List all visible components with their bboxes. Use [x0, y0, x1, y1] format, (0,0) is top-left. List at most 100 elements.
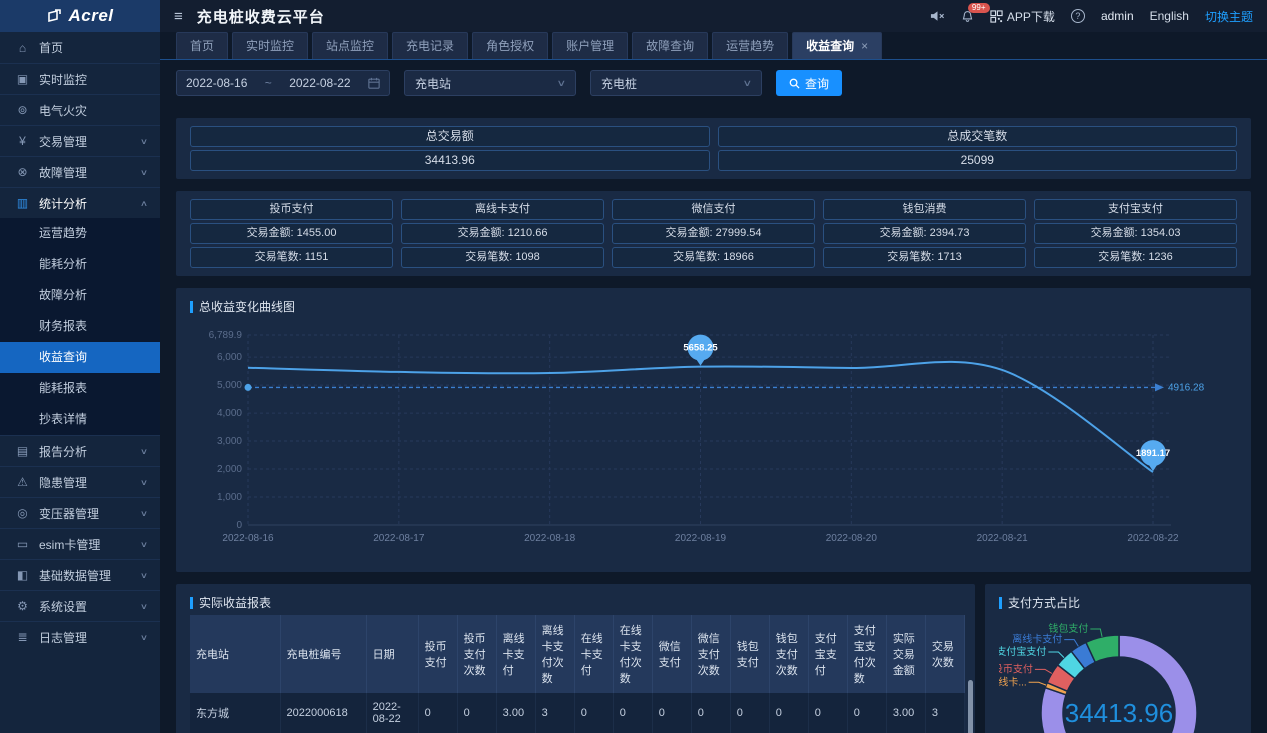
svg-text:1,000: 1,000	[217, 492, 242, 503]
theme-switch-link[interactable]: 切换主题	[1204, 9, 1253, 24]
sidebar-subitem[interactable]: 财务报表	[39, 319, 88, 333]
sidebar-item-monitor[interactable]: ▣ 实时监控	[0, 63, 160, 94]
chevron-down-icon: ∨	[139, 601, 149, 611]
donut-slice	[1084, 634, 1120, 664]
settings-icon: ⚙	[17, 599, 28, 613]
sidebar-item-sim-card[interactable]: ▭ esim卡管理 ∨	[0, 528, 160, 559]
sidebar-item-hazard[interactable]: ⚠ 隐患管理 ∨	[0, 466, 160, 497]
sidebar-item-fault[interactable]: ⊗ 故障管理 ∨	[0, 156, 160, 187]
column-header: 投币支付	[418, 615, 458, 693]
pile-select-value: 充电桩	[601, 76, 638, 91]
table-cell: 0	[652, 693, 692, 733]
svg-text:2022-08-16: 2022-08-16	[222, 533, 274, 544]
language-switch[interactable]: English	[1149, 9, 1189, 23]
sidebar-item-label: 首页	[39, 41, 64, 55]
column-header: 日期	[366, 615, 419, 693]
table-header-row: 充电站 充电桩编号 日期 投币支付 投币支付次数 离线卡支付 离线卡支付次数 在线卡支付 在线卡…	[190, 615, 966, 693]
sidebar-item-home[interactable]: ⌂ 首页	[0, 32, 160, 63]
sidebar-subitem[interactable]: 能耗报表	[39, 381, 88, 395]
close-icon[interactable]: ×	[861, 39, 869, 53]
sidebar-item-log[interactable]: ≣ 日志管理 ∨	[0, 621, 160, 652]
log-icon: ≣	[17, 630, 28, 644]
chevron-down-icon: ∨	[139, 136, 149, 146]
tab[interactable]: 账户管理	[552, 32, 629, 59]
sidebar-item-label: 变压器管理	[39, 506, 100, 521]
user-menu[interactable]: admin	[1100, 9, 1134, 23]
chevron-down-icon: ∨	[139, 539, 149, 549]
donut-label: 离线卡支付	[1012, 633, 1062, 646]
sidebar-item-base-data[interactable]: ◧ 基础数据管理 ∨	[0, 559, 160, 590]
sidebar-subitem[interactable]: 故障分析	[39, 288, 88, 302]
payment-amount: 交易金额: 2394.73	[823, 223, 1026, 244]
collapse-menu-icon[interactable]: ≡	[174, 7, 183, 25]
column-header: 离线卡支付	[496, 615, 536, 693]
sidebar-subitem[interactable]: 收益查询	[0, 342, 160, 373]
chevron-down-icon: ∨	[139, 508, 149, 518]
sidebar-item-label: 基础数据管理	[39, 568, 112, 583]
table-cell: 0	[613, 693, 653, 733]
tab-label: 运营趋势	[726, 39, 775, 53]
pile-select[interactable]: 充电桩 ∨	[590, 70, 762, 96]
sidebar-item-electric-fire[interactable]: ⊚ 电气火灾	[0, 94, 160, 125]
tab[interactable]: 首页	[176, 32, 229, 59]
tab-label: 账户管理	[566, 39, 615, 53]
sidebar-item-transaction[interactable]: ¥ 交易管理 ∨	[0, 125, 160, 156]
table-cell: 0	[769, 693, 809, 733]
tab[interactable]: 故障查询	[632, 32, 709, 59]
summary-panel: 总交易额 34413.96 总成交笔数 25099	[176, 118, 1251, 179]
mute-icon[interactable]	[930, 10, 945, 22]
qr-code-icon	[990, 9, 1003, 23]
tab[interactable]: 充电记录	[392, 32, 469, 59]
tab[interactable]: 角色授权	[472, 32, 549, 59]
tab[interactable]: 站点监控	[312, 32, 389, 59]
notification-bell-icon[interactable]: 99+	[961, 2, 990, 23]
revenue-table: 充电站 充电桩编号 日期 投币支付 投币支付次数 离线卡支付 离线卡支付次数 在线卡支付 在线卡…	[190, 615, 966, 733]
page-title: 充电桩收费云平台	[196, 8, 325, 26]
tab[interactable]: 实时监控	[232, 32, 309, 59]
payment-summary-panel: 投币支付 交易金额: 1455.00 交易笔数: 1151 离线卡支付 交易金额: 12…	[176, 191, 1251, 276]
fault-icon: ⊗	[17, 165, 28, 179]
payment-card: 微信支付 交易金额: 27999.54 交易笔数: 18966	[612, 199, 815, 268]
sidebar-subitem[interactable]: 能耗分析	[39, 257, 88, 271]
column-header: 钱包支付次数	[769, 615, 809, 693]
payment-count: 交易笔数: 1713	[823, 247, 1026, 268]
tab[interactable]: 运营趋势	[712, 32, 789, 59]
topbar: ≡ 充电桩收费云平台 99+ APP下载 ? admin Englis	[160, 0, 1267, 32]
date-range-picker[interactable]: 2022-08-16 ~ 2022-08-22	[176, 70, 390, 96]
sidebar-subitem[interactable]: 运营趋势	[39, 226, 88, 240]
payment-amount: 交易金额: 1354.03	[1034, 223, 1237, 244]
summary-label: 总交易额	[190, 126, 710, 147]
table-row: 东方城 2022000618 2022-08-22 0 0 3.00 3 0 0 0 0 0 0 0 0 3.…	[190, 693, 966, 733]
column-header: 支付宝支付次数	[847, 615, 887, 693]
tab[interactable]: 收益查询 ×	[792, 32, 883, 59]
column-header: 在线卡支付	[574, 615, 614, 693]
search-button[interactable]: 查询	[776, 70, 843, 96]
station-select-value: 充电站	[415, 76, 452, 91]
filter-bar: 2022-08-16 ~ 2022-08-22 充电站 ∨ 充电桩 ∨	[160, 60, 1267, 106]
donut-label: 支付宝支付	[999, 645, 1046, 658]
sidebar-item-transformer[interactable]: ◎ 变压器管理 ∨	[0, 497, 160, 528]
svg-text:3,000: 3,000	[217, 436, 242, 447]
app-download-link[interactable]: APP下载	[990, 8, 1055, 25]
sidebar-item-label: 隐患管理	[39, 475, 88, 490]
date-start: 2022-08-16	[186, 76, 248, 90]
payment-count: 交易笔数: 18966	[612, 247, 815, 268]
revenue-chart-panel: 总收益变化曲线图 0 1,000 2,000 3,000 4,000 5,000 6,000…	[176, 288, 1251, 572]
notification-badge: 99+	[967, 2, 990, 14]
table-cell: 3.00	[886, 693, 926, 733]
electric-fire-icon: ⊚	[17, 103, 28, 117]
sidebar-item-settings[interactable]: ⚙ 系统设置 ∨	[0, 590, 160, 621]
summary-card: 总交易额 34413.96	[190, 126, 710, 171]
sidebar-item-statistics[interactable]: ▥ 统计分析 ∧	[0, 187, 160, 218]
sidebar-item-report[interactable]: ▤ 报告分析 ∨	[0, 435, 160, 466]
table-scrollbar[interactable]	[968, 680, 973, 733]
table-cell: 0	[418, 693, 458, 733]
tab-label: 站点监控	[326, 39, 375, 53]
chart-panel-title: 总收益变化曲线图	[190, 298, 1237, 315]
sidebar-subitem[interactable]: 抄表详情	[39, 412, 88, 426]
tab-label: 角色授权	[486, 39, 535, 53]
payment-amount: 交易金额: 27999.54	[612, 223, 815, 244]
station-select[interactable]: 充电站 ∨	[404, 70, 576, 96]
help-icon[interactable]: ?	[1070, 9, 1085, 23]
